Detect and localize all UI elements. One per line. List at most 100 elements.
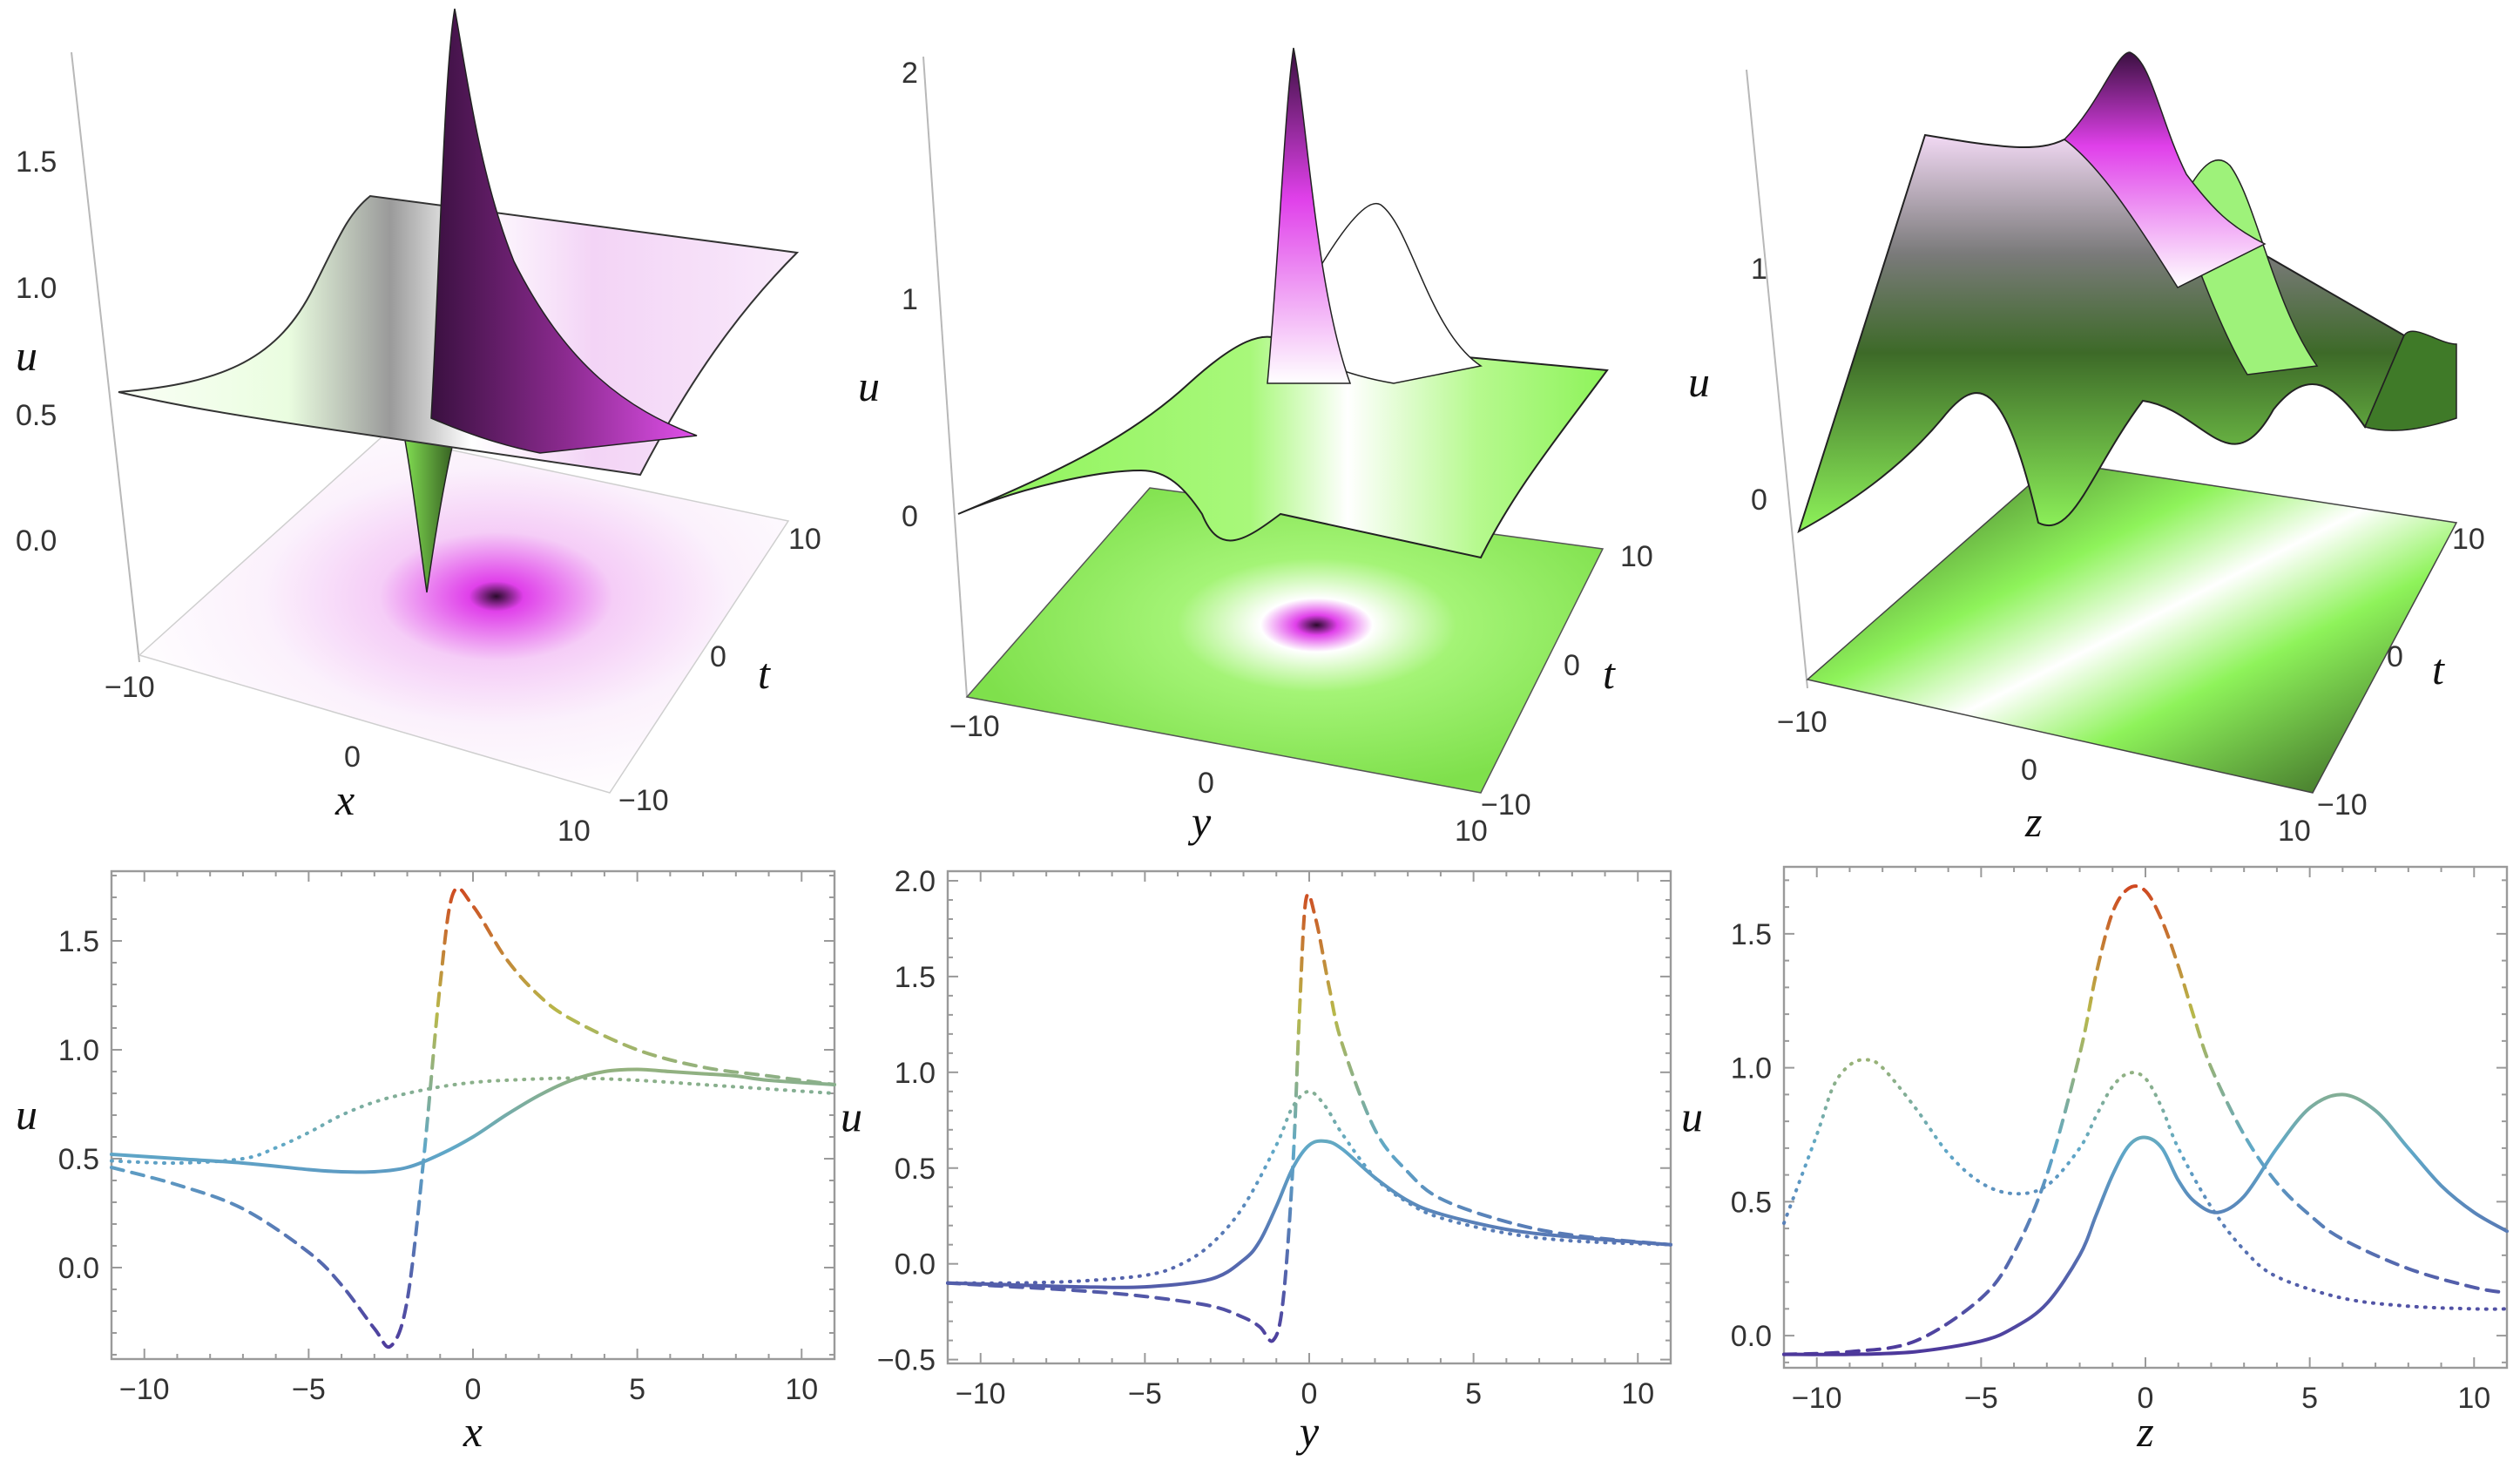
x-tick-label: −10: [105, 671, 155, 704]
x-tick-label: −5: [292, 1373, 326, 1406]
z-axis-label: u: [858, 362, 880, 410]
series-line-dotted: [946, 1089, 1672, 1285]
t-axis-label: t: [2432, 645, 2445, 693]
peak-spike: [430, 8, 698, 454]
y-tick-label: 1.0: [1731, 1052, 1772, 1086]
y-tick-label: 0.0: [58, 1252, 99, 1285]
t-tick-label: −10: [2317, 788, 2368, 822]
y-tick-label: 1.5: [895, 961, 936, 994]
y-axis-label: u: [1681, 1092, 1703, 1141]
x-tick-labels: −10 0 10: [1777, 706, 2311, 848]
x-axis-label: z: [2024, 797, 2042, 846]
x-tick-label: −10: [1792, 1382, 1842, 1415]
x-axis-label: y: [1187, 797, 1212, 846]
z-tick-label: 0: [902, 500, 918, 533]
x-tick-label: 0: [1198, 767, 1214, 800]
z-axis-line: [922, 56, 968, 698]
t-tick-label: 0: [710, 640, 726, 673]
t-axis-label: t: [1603, 649, 1616, 698]
series-line-dashed: [1782, 884, 2509, 1356]
x-tick-label: 5: [1465, 1377, 1482, 1410]
x-tick-label: −5: [1964, 1382, 1998, 1415]
t-tick-label: 0: [1564, 649, 1580, 682]
z-tick-label: 0.5: [16, 399, 57, 432]
series-line-solid: [946, 1139, 1672, 1289]
series-line-dotted: [1782, 1058, 2509, 1311]
t-tick-label: 10: [788, 523, 821, 556]
x-tick-label: 10: [785, 1373, 818, 1406]
y-tick-label: 0.5: [1731, 1186, 1772, 1219]
peak-spike: [1267, 47, 1352, 384]
x-axis-label: x: [334, 775, 355, 824]
series-line-dashed: [110, 886, 836, 1349]
z-tick-label: 2: [902, 57, 918, 90]
z-tick-label: 1.0: [16, 272, 57, 305]
x-tick-label: 0: [2138, 1382, 2154, 1415]
t-tick-label: 10: [1620, 540, 1653, 573]
y-tick-label: 1.0: [58, 1034, 99, 1067]
t-tick-label: −10: [618, 784, 669, 817]
y-tick-label: 0.5: [58, 1143, 99, 1176]
line-plot-2: −10 −5 0 5 10 −0.5 0.0 0.5 1.0 1.5 2.0 y u: [841, 865, 1672, 1456]
x-axis-label: z: [2136, 1407, 2153, 1456]
right-wall: [2363, 330, 2457, 431]
y-tick-label: 1.5: [1731, 918, 1772, 951]
x-tick-label: −10: [1777, 706, 1828, 739]
series-line-dotted: [110, 1076, 836, 1166]
surface-plot-2: 0 1 2 −10 0 10 10 0 −10 u y t: [858, 47, 1653, 848]
x-tick-label: 0: [1301, 1377, 1318, 1410]
peak-crest: [2063, 51, 2267, 288]
y-tick-label: −0.5: [877, 1344, 936, 1377]
x-tick-label: −10: [949, 710, 1000, 743]
line-plot-3: −10 −5 0 5 10 0.0 0.5 1.0 1.5 z u: [1681, 865, 2509, 1456]
x-tick-label: 10: [1455, 815, 1488, 848]
y-tick-label: 1.5: [58, 925, 99, 958]
contour-floor: [1806, 461, 2458, 794]
t-tick-labels: 10 0 −10: [618, 523, 821, 817]
y-tick-label: 0.5: [895, 1153, 936, 1186]
t-tick-label: 0: [2387, 640, 2403, 673]
y-tick-label: 0.0: [1731, 1320, 1772, 1353]
z-axis-line: [71, 51, 140, 663]
x-tick-label: 0: [465, 1373, 482, 1406]
top-surface: [957, 335, 1609, 559]
z-tick-label: 0.0: [16, 524, 57, 558]
y-axis-label: u: [16, 1090, 37, 1139]
z-tick-label: 0: [1751, 484, 1767, 517]
z-tick-labels: 0 1 2: [902, 57, 918, 533]
x-tick-label: 10: [1621, 1377, 1654, 1410]
y-tick-label: 2.0: [895, 865, 936, 898]
z-axis-label: u: [16, 331, 37, 380]
z-axis-label: u: [1688, 357, 1710, 406]
surface-plot-1: 0.0 0.5 1.0 1.5 −10 0 10 10 0 −10 u x t: [16, 8, 821, 848]
x-tick-label: −10: [956, 1377, 1006, 1410]
series-line-solid: [110, 1067, 836, 1174]
x-tick-label: 10: [2278, 815, 2311, 848]
y-axis-label: u: [841, 1092, 862, 1141]
z-tick-labels: 0.0 0.5 1.0 1.5: [16, 145, 57, 558]
x-axis-label: y: [1295, 1407, 1320, 1456]
x-axis-label: x: [463, 1407, 483, 1456]
t-tick-labels: 10 0 −10: [2317, 523, 2485, 822]
plot-frame: [110, 869, 836, 1361]
x-tick-label: 5: [2301, 1382, 2318, 1415]
x-tick-labels: −10 0 10: [949, 710, 1488, 848]
t-axis-label: t: [758, 649, 771, 698]
plot-frame: [1782, 865, 2509, 1370]
x-tick-label: −10: [119, 1373, 170, 1406]
series-line-solid: [1782, 1092, 2509, 1356]
x-tick-label: 0: [2021, 754, 2037, 787]
x-tick-label: 10: [557, 815, 591, 848]
line-plot-1: −10 −5 0 5 10 0.0 0.5 1.0 1.5 x u: [16, 869, 836, 1456]
z-tick-label: 1: [1751, 253, 1767, 286]
x-tick-label: 0: [344, 741, 361, 774]
z-tick-label: 1: [902, 283, 918, 316]
y-tick-label: 1.0: [895, 1057, 936, 1090]
t-tick-label: −10: [1481, 788, 1531, 822]
z-tick-labels: 01: [1751, 253, 1767, 517]
t-tick-labels: 10 0 −10: [1481, 540, 1653, 822]
x-tick-label: 5: [629, 1373, 645, 1406]
contour-floor: [965, 487, 1605, 794]
